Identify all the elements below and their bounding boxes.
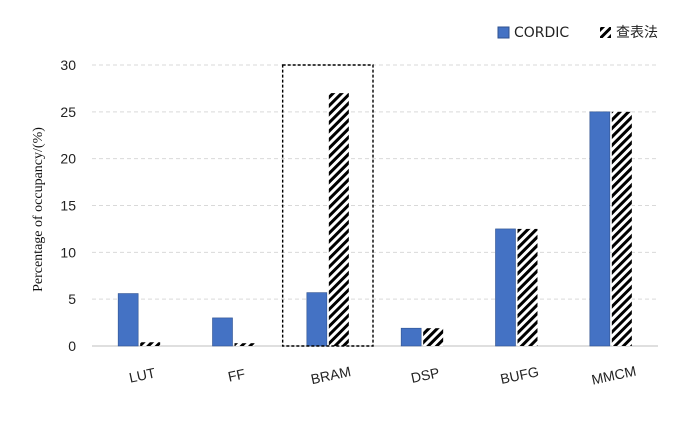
gridlines [92,64,658,347]
bar-series2-lut [140,342,161,346]
bar-series1-bram [306,292,328,347]
x-axis-categories: LUT FF BRAM DSP BUFG MMCM [128,363,638,388]
x-tick-label: BUFG [499,363,540,387]
y-tick-label: 30 [60,57,76,73]
legend-swatch [600,27,611,38]
bar-series1-dsp [400,327,422,347]
bar-series2-ff [234,343,255,346]
y-axis-label: Percentage of occupancy/(%) [31,127,46,292]
x-tick-label: BRAM [309,363,352,387]
x-tick-label: LUT [128,364,158,385]
bar-series2-mmcm [611,111,632,346]
legend-swatch [497,26,510,39]
y-tick-label: 0 [68,338,76,354]
y-axis-ticks: 0 5 10 15 20 25 30 [60,57,76,354]
y-tick-label: 10 [60,244,76,260]
bar-series1-mmcm [589,111,611,347]
legend-label: CORDIC [514,25,569,41]
bar-series2-bufg [517,228,538,346]
bar-series2-bram [328,93,349,346]
bar-series1-lut [117,293,139,347]
y-tick-label: 20 [60,151,76,167]
bar-series1-bufg [495,228,516,347]
bar-series1-ff [212,317,233,347]
y-tick-label: 5 [68,291,76,307]
bar-series2-dsp [423,328,444,346]
x-tick-label: MMCM [590,363,637,388]
x-tick-label: DSP [409,364,440,386]
legend-label: 查表法 [616,25,658,41]
legend: CORDIC 查表法 [497,25,658,41]
highlight-box [281,64,374,347]
y-tick-label: 25 [60,104,76,120]
x-tick-label: FF [226,366,246,385]
y-tick-label: 15 [60,198,76,214]
bars [117,93,632,347]
